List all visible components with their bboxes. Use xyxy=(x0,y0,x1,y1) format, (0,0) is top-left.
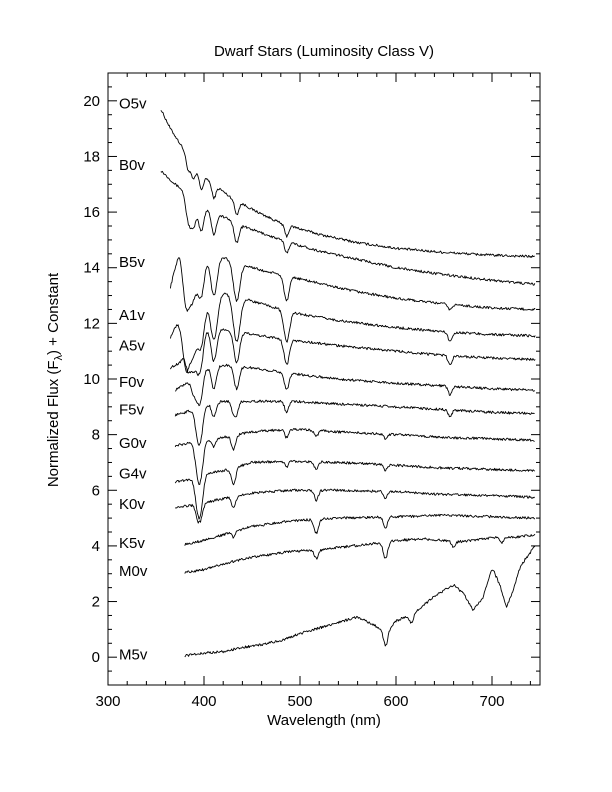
spectral-type-label-f0v: F0v xyxy=(119,374,145,391)
spectrum-line-k5v xyxy=(184,513,536,546)
spectrum-line-b5v xyxy=(169,257,536,312)
y-tick-label: 14 xyxy=(83,260,100,277)
spectral-type-label-g4v: G4v xyxy=(119,466,147,483)
spectral-type-label-a5v: A5v xyxy=(119,338,145,355)
plot-area-border xyxy=(107,72,541,686)
spectral-type-label-k0v: K0v xyxy=(119,496,145,513)
x-tick-label: 400 xyxy=(191,693,216,710)
spectral-type-label-m5v: M5v xyxy=(119,646,148,663)
y-tick-label: 10 xyxy=(83,371,100,388)
spectral-type-label-f5v: F5v xyxy=(119,402,145,419)
series-group xyxy=(160,110,536,658)
spectrum-line-b0v xyxy=(160,170,536,286)
x-tick-label: 500 xyxy=(287,693,312,710)
y-axis-label: Normalized Flux (Fλ) + Constant xyxy=(45,272,65,487)
y-tick-label: 2 xyxy=(92,594,100,611)
spectral-type-label-o5v: O5v xyxy=(119,96,147,113)
y-tick-label: 16 xyxy=(83,204,100,221)
spectrum-line-g0v xyxy=(174,428,535,486)
spectrum-line-o5v xyxy=(160,110,535,258)
y-tick-label: 12 xyxy=(83,315,100,332)
y-tick-label: 4 xyxy=(92,538,100,555)
spectrum-line-m5v xyxy=(184,546,536,658)
spectral-type-labels: O5v B0v B5v A1v A5v F0v F5v G0v G4v K0v K5v M0v M5v xyxy=(119,96,148,664)
x-axis: 300 400 500 600 700 xyxy=(95,73,531,710)
spectrum-line-k0v xyxy=(174,488,535,524)
chart-title: Dwarf Stars (Luminosity Class V) xyxy=(214,43,434,60)
spectrum-line-a1v xyxy=(169,292,536,373)
spectral-type-label-b5v: B5v xyxy=(119,254,145,271)
spectrum-line-a5v xyxy=(170,328,536,377)
y-axis: 0 2 4 6 8 10 12 14 16 18 20 xyxy=(83,72,540,686)
spectrum-line-m0v xyxy=(184,533,536,574)
x-tick-label: 700 xyxy=(479,693,504,710)
spectral-type-label-k5v: K5v xyxy=(119,535,145,552)
x-tick-label: 300 xyxy=(95,693,120,710)
y-tick-label: 8 xyxy=(92,427,100,444)
spectrum-line-f0v xyxy=(174,363,535,407)
y-axis-label-part-2: ) + Constant xyxy=(45,272,62,355)
y-tick-label: 20 xyxy=(83,93,100,110)
spectrum-line-f5v xyxy=(174,399,535,446)
spectral-type-label-m0v: M0v xyxy=(119,563,148,580)
spectral-type-label-b0v: B0v xyxy=(119,157,145,174)
spectrum-line-g4v xyxy=(174,459,535,520)
spectral-type-label-a1v: A1v xyxy=(119,307,145,324)
x-axis-label: Wavelength (nm) xyxy=(267,712,381,729)
y-tick-label: 6 xyxy=(92,482,100,499)
x-tick-label: 600 xyxy=(383,693,408,710)
y-tick-label: 18 xyxy=(83,148,100,165)
y-tick-label: 0 xyxy=(92,649,100,666)
y-axis-label-part-1: Normalized Flux (F xyxy=(45,360,62,487)
plot-frame xyxy=(107,72,541,686)
spectral-type-label-g0v: G0v xyxy=(119,435,147,452)
y-axis-label-subscript: λ xyxy=(53,354,65,360)
